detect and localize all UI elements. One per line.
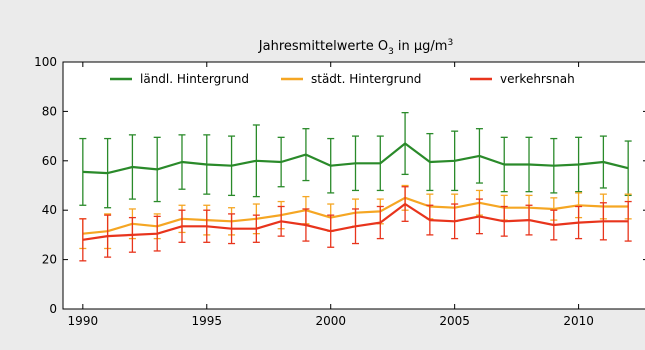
legend-item-2: verkehrsnah bbox=[470, 72, 575, 86]
x-tick-label: 2005 bbox=[439, 314, 470, 328]
chart-title-main: Jahresmittelwerte O bbox=[258, 39, 388, 54]
y-tick-label: 40 bbox=[42, 203, 57, 217]
x-tick-label: 1990 bbox=[68, 314, 99, 328]
y-tick-label: 100 bbox=[34, 55, 57, 69]
series-line bbox=[82, 142, 629, 175]
x-tick-label: 2000 bbox=[315, 314, 346, 328]
legend-label: verkehrsnah bbox=[500, 72, 575, 86]
x-tick-label: 1995 bbox=[191, 314, 222, 328]
chart-title: Jahresmittelwerte O3 in µg/m3 bbox=[258, 38, 453, 57]
y-tick-label: 80 bbox=[42, 104, 57, 118]
plot-frame bbox=[62, 61, 645, 310]
legend-label: städt. Hintergrund bbox=[311, 72, 421, 86]
data-layer bbox=[79, 111, 632, 262]
legend-label: ländl. Hintergrund bbox=[140, 72, 249, 86]
series-2 bbox=[79, 186, 632, 262]
chart-title-unit: in µg/m bbox=[398, 39, 448, 54]
chart-title-superscript: 3 bbox=[447, 38, 453, 48]
y-tick-label: 20 bbox=[42, 253, 57, 267]
legend-item-1: städt. Hintergrund bbox=[281, 72, 421, 86]
legend: ländl. Hintergrund städt. Hintergrund verk… bbox=[110, 72, 575, 86]
chart-title-subscript: 3 bbox=[388, 47, 394, 57]
axis-layer: 1990 1995 2000 2005 2010 0 20 40 60 80 100 bbox=[34, 55, 645, 328]
series-0 bbox=[79, 111, 632, 209]
y-tick-label: 60 bbox=[42, 154, 57, 168]
legend-item-0: ländl. Hintergrund bbox=[110, 72, 249, 86]
series-line bbox=[82, 202, 629, 241]
y-tick-label: 0 bbox=[49, 302, 57, 316]
plot-area bbox=[63, 62, 645, 309]
x-tick-label: 2010 bbox=[563, 314, 594, 328]
